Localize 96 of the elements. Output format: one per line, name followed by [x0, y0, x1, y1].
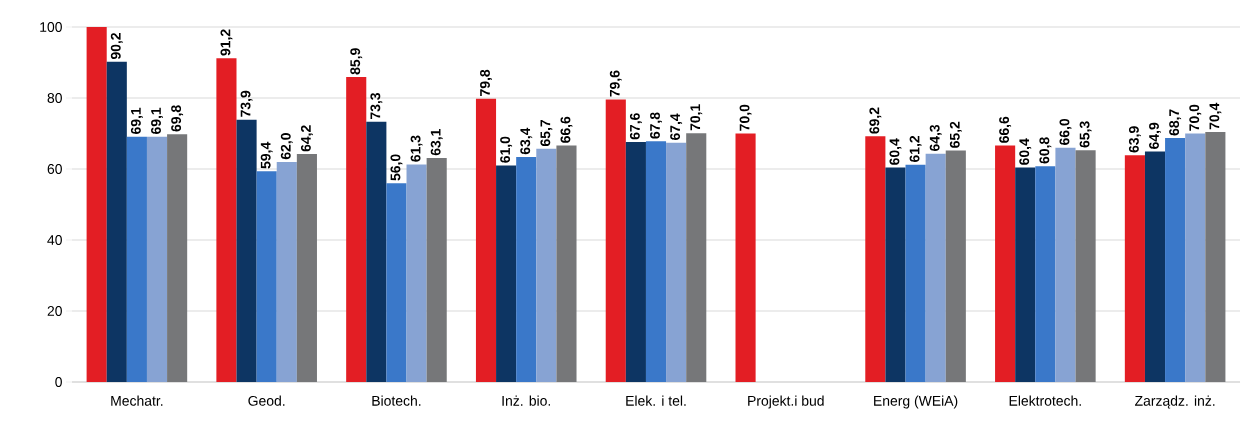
data-label: 64,9 — [1149, 122, 1161, 149]
y-tick-label: 40 — [47, 235, 62, 245]
data-label: 64,3 — [929, 124, 942, 152]
bar — [605, 99, 626, 382]
data-label: 60,4 — [1019, 138, 1032, 165]
x-tick-label: Zarządz. inż. — [1135, 395, 1215, 409]
bar — [945, 150, 966, 382]
y-tick-label: 80 — [47, 93, 62, 103]
y-tick-label: 20 — [47, 306, 62, 316]
bar — [1075, 150, 1096, 382]
data-label: 63,1 — [430, 129, 443, 156]
bar — [885, 167, 906, 382]
data-label: 70,0 — [1189, 104, 1202, 131]
data-label: 79,8 — [480, 69, 492, 96]
bar — [167, 134, 188, 382]
data-label: 61,2 — [909, 135, 922, 163]
bar — [735, 133, 756, 382]
data-label: 73,9 — [240, 90, 253, 117]
data-label: 70,0 — [739, 104, 752, 131]
data-label: 66,6 — [999, 116, 1012, 143]
bar — [1055, 147, 1076, 382]
data-label: 64,2 — [300, 125, 313, 152]
data-label: 66,0 — [1059, 118, 1072, 145]
data-label: 65,3 — [1079, 121, 1092, 148]
bar — [426, 157, 447, 382]
y-tick-label: 0 — [55, 377, 62, 387]
data-label: 67,8 — [650, 112, 662, 139]
data-label: 70,4 — [1209, 102, 1222, 130]
data-label: 69,1 — [130, 107, 143, 134]
data-label: 90,2 — [110, 33, 123, 60]
x-tick-label: Energ (WEiA) — [874, 395, 958, 409]
bar — [536, 148, 557, 382]
x-tick-label: Mechatr. — [111, 395, 163, 406]
data-label: 63,4 — [520, 127, 533, 155]
bar — [386, 183, 407, 382]
data-label: 67,6 — [629, 113, 642, 140]
x-tick-label: Biotech. — [372, 395, 421, 406]
bar — [905, 164, 926, 382]
bar — [995, 145, 1016, 382]
data-label: 56,0 — [390, 154, 403, 181]
bar — [1035, 166, 1056, 382]
bar — [516, 156, 537, 382]
bar — [925, 153, 946, 382]
data-label: 73,3 — [370, 92, 383, 119]
data-label: 85,9 — [350, 48, 363, 75]
bar — [296, 154, 317, 382]
data-label: 70,1 — [690, 104, 703, 131]
bar — [865, 136, 886, 382]
bar — [1205, 132, 1226, 382]
bar — [276, 161, 297, 382]
bar — [86, 27, 107, 382]
bar — [106, 61, 127, 382]
data-label: 60,4 — [889, 138, 902, 165]
data-label: 69,2 — [869, 107, 882, 134]
data-label: 59,4 — [260, 141, 273, 169]
x-tick-label: Inż. bio. — [502, 395, 551, 406]
bar — [146, 136, 168, 382]
data-label: 61,3 — [410, 135, 423, 162]
bar — [126, 136, 147, 382]
data-label: 66,6 — [560, 116, 573, 143]
bar — [236, 119, 257, 382]
bar — [475, 98, 497, 382]
y-tick-label: 60 — [47, 164, 62, 174]
bar — [216, 58, 237, 382]
data-label: 61,0 — [500, 136, 513, 163]
bar — [406, 164, 427, 382]
bar — [256, 171, 277, 382]
bar — [625, 142, 646, 382]
bar — [346, 77, 367, 382]
data-label: 65,7 — [540, 120, 553, 147]
bar — [1165, 138, 1186, 382]
data-label: 67,4 — [670, 113, 683, 141]
bar — [645, 141, 667, 382]
x-tick-label: Elek. i tel. — [626, 395, 686, 406]
y-tick-label: 100 — [40, 22, 62, 32]
bar — [666, 142, 687, 382]
x-tick-label: Geod. — [248, 395, 285, 406]
x-tick-label: Elektrotech. — [1009, 395, 1081, 406]
bar — [366, 121, 387, 382]
data-label: 63,9 — [1128, 126, 1141, 153]
bar — [1124, 155, 1145, 382]
bar — [1144, 151, 1166, 382]
bar — [1185, 133, 1206, 382]
data-label: 91,2 — [220, 29, 233, 56]
bar — [1015, 167, 1036, 382]
bar — [556, 145, 577, 382]
data-label: 62,0 — [280, 133, 293, 160]
bar — [496, 165, 517, 382]
data-label: 65,2 — [949, 121, 962, 148]
data-label: 68,7 — [1169, 109, 1182, 136]
data-label: 60,8 — [1039, 137, 1052, 164]
x-tick-label: Projekt.i bud — [748, 395, 824, 409]
data-label: 69,1 — [151, 107, 163, 134]
data-label: 79,6 — [609, 70, 622, 97]
bar — [686, 133, 707, 382]
data-label: 69,8 — [171, 105, 184, 132]
